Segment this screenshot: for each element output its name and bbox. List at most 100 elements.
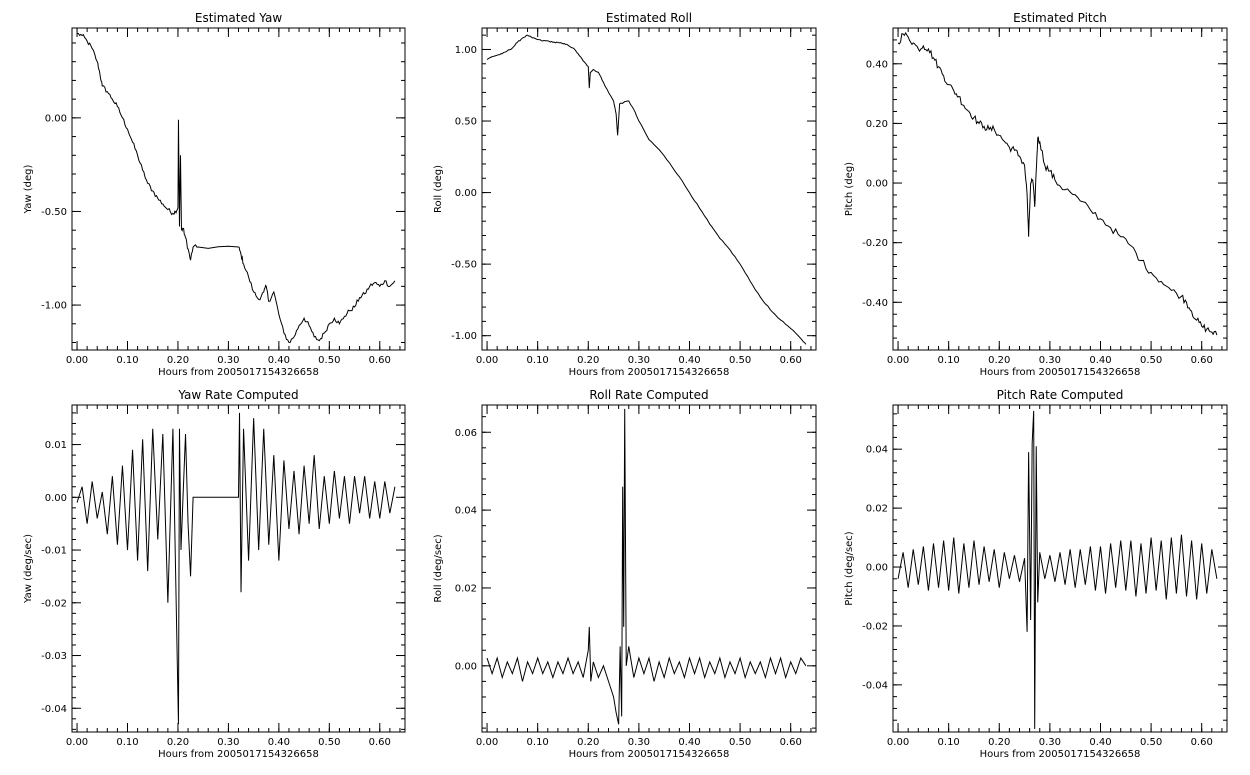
x-axis-label: Hours from 2005017154326658 <box>158 749 319 760</box>
x-tick-label: 0.30 <box>217 737 239 748</box>
y-tick-label: -1.00 <box>41 301 67 312</box>
x-tick-label: 0.40 <box>1089 355 1111 366</box>
y-tick-label: -0.50 <box>451 260 477 271</box>
y-tick-label: 0.50 <box>455 117 477 128</box>
y-axis-label: Yaw (deg) <box>23 164 34 214</box>
y-tick-label: -0.04 <box>862 680 888 691</box>
x-tick-label: 0.00 <box>66 355 88 366</box>
panel-2: 0.00 0.10 0.20 0.30 0.40 0.50 0.60 -1.00 -0.50 0.… <box>433 11 817 378</box>
y-tick-label: 0.00 <box>45 493 67 504</box>
x-tick-label: 0.20 <box>988 737 1010 748</box>
x-axis-label: Hours from 2005017154326658 <box>569 749 730 760</box>
series-line-1 <box>486 34 807 345</box>
x-tick-label: 0.10 <box>938 355 960 366</box>
y-axis-label: Yaw (deg/sec) <box>23 534 34 604</box>
x-tick-label: 0.20 <box>988 355 1010 366</box>
x-tick-label: 0.50 <box>318 737 340 748</box>
x-tick-label: 0.00 <box>476 737 498 748</box>
y-tick-label: 0.40 <box>866 59 888 70</box>
x-tick-label: 0.50 <box>1140 737 1162 748</box>
y-tick-label: -0.20 <box>862 238 888 249</box>
x-tick-label: 0.30 <box>628 737 650 748</box>
chart-title: Estimated Yaw <box>195 11 282 25</box>
x-tick-label: 0.10 <box>116 737 138 748</box>
y-axis-label: Pitch (deg/sec) <box>844 531 855 606</box>
y-tick-label: -0.01 <box>41 546 67 557</box>
x-tick-label: 0.40 <box>268 737 290 748</box>
x-tick-label: 0.40 <box>678 737 700 748</box>
x-tick-label: 0.40 <box>678 355 700 366</box>
y-tick-label: -0.40 <box>862 298 888 309</box>
x-tick-label: 0.60 <box>369 737 391 748</box>
y-tick-label: -0.50 <box>41 207 67 218</box>
panel-3: 0.00 0.10 0.20 0.30 0.40 0.50 0.60 -0.40 -0.20 0.… <box>844 11 1228 378</box>
x-axis-label: Hours from 2005017154326658 <box>980 367 1141 378</box>
y-axis-label: Pitch (deg) <box>844 162 855 216</box>
series-line-1 <box>76 32 396 344</box>
x-tick-label: 0.50 <box>729 737 751 748</box>
x-tick-label: 0.60 <box>780 737 802 748</box>
chart-title: Pitch Rate Computed <box>997 388 1124 402</box>
x-tick-label: 0.60 <box>369 355 391 366</box>
panel-5: 0.00 0.10 0.20 0.30 0.40 0.50 0.60 0.00 0.02 0.04… <box>433 388 817 760</box>
panel-6: 0.00 0.10 0.20 0.30 0.40 0.50 0.60 -0.04 -0.02 0.… <box>844 388 1228 760</box>
x-tick-label: 0.10 <box>527 737 549 748</box>
x-tick-label: 0.00 <box>66 737 88 748</box>
y-tick-label: 0.01 <box>45 440 67 451</box>
series-line-1 <box>897 31 1218 336</box>
chart-title: Roll Rate Computed <box>589 388 708 402</box>
panel-4: 0.00 0.10 0.20 0.30 0.40 0.50 0.60 -0.04 -0.03 -0… <box>23 388 406 760</box>
chart-title: Yaw Rate Computed <box>177 388 298 402</box>
x-tick-label: 0.50 <box>729 355 751 366</box>
x-tick-label: 0.30 <box>1039 355 1061 366</box>
x-tick-label: 0.20 <box>167 355 189 366</box>
x-axis-label: Hours from 2005017154326658 <box>158 367 319 378</box>
x-tick-label: 0.00 <box>887 355 909 366</box>
x-tick-label: 0.60 <box>1191 355 1213 366</box>
y-tick-label: -0.02 <box>41 598 67 609</box>
y-tick-label: 0.04 <box>866 445 888 456</box>
x-tick-label: 0.10 <box>116 355 138 366</box>
y-tick-label: 0.06 <box>455 428 477 439</box>
x-tick-label: 0.50 <box>1140 355 1162 366</box>
series-line-1 <box>486 408 807 725</box>
y-tick-label: -0.02 <box>862 621 888 632</box>
x-tick-label: 0.60 <box>1191 737 1213 748</box>
chart-title: Estimated Roll <box>606 11 692 25</box>
x-tick-label: 0.10 <box>938 737 960 748</box>
x-axis-label: Hours from 2005017154326658 <box>980 749 1141 760</box>
x-axis-label: Hours from 2005017154326658 <box>569 367 730 378</box>
y-tick-label: 1.00 <box>455 45 477 56</box>
x-tick-label: 0.20 <box>167 737 189 748</box>
y-axis-label: Roll (deg) <box>433 165 444 213</box>
y-tick-label: -0.04 <box>41 704 67 715</box>
x-tick-label: 0.40 <box>1089 737 1111 748</box>
x-tick-label: 0.00 <box>887 737 909 748</box>
x-tick-label: 0.20 <box>577 355 599 366</box>
panel-1: 0.00 0.10 0.20 0.30 0.40 0.50 0.60 -1.00 -0.50 0.… <box>23 11 406 378</box>
y-tick-label: 0.00 <box>45 113 67 124</box>
x-tick-label: 0.10 <box>527 355 549 366</box>
y-tick-label: -0.03 <box>41 651 67 662</box>
series-line-1 <box>76 412 396 725</box>
y-tick-label: 0.00 <box>455 188 477 199</box>
y-tick-label: 0.00 <box>455 661 477 672</box>
x-tick-label: 0.40 <box>268 355 290 366</box>
y-axis-label: Roll (deg/sec) <box>433 534 444 602</box>
y-tick-label: 0.04 <box>455 506 477 517</box>
y-tick-label: 0.20 <box>866 119 888 130</box>
y-tick-label: 0.00 <box>866 179 888 190</box>
x-tick-label: 0.30 <box>217 355 239 366</box>
chart-title: Estimated Pitch <box>1013 11 1107 25</box>
x-tick-label: 0.60 <box>780 355 802 366</box>
x-tick-label: 0.30 <box>628 355 650 366</box>
y-tick-label: -1.00 <box>451 331 477 342</box>
x-tick-label: 0.00 <box>476 355 498 366</box>
series-line-1 <box>897 410 1218 730</box>
x-tick-label: 0.50 <box>318 355 340 366</box>
y-tick-label: 0.02 <box>455 583 477 594</box>
x-tick-label: 0.20 <box>577 737 599 748</box>
x-tick-label: 0.30 <box>1039 737 1061 748</box>
